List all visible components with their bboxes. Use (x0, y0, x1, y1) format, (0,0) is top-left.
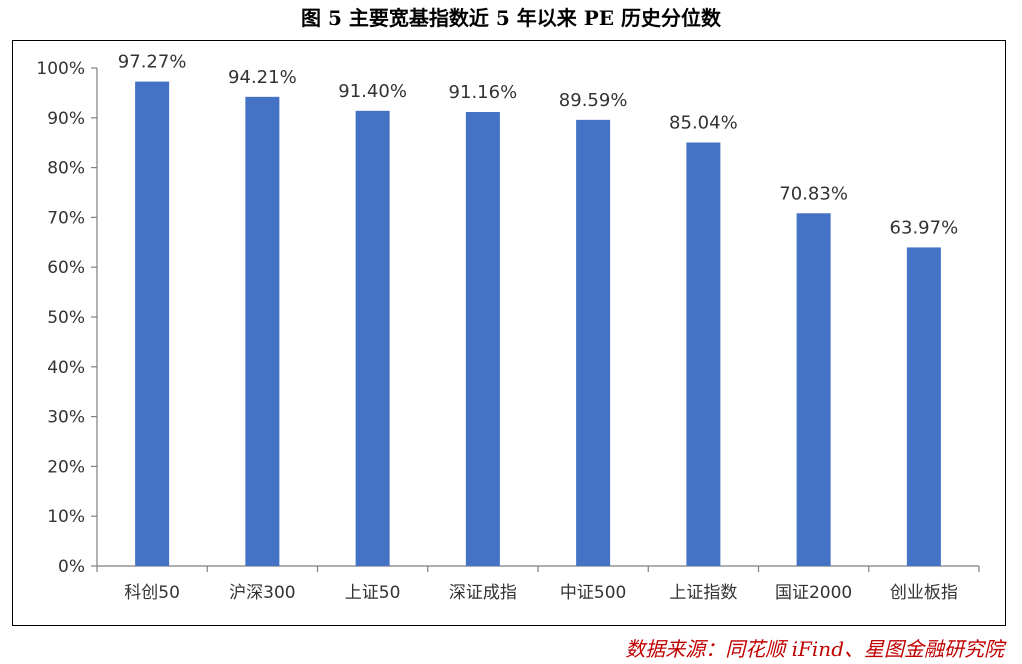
data-label-5: 89.59% (559, 90, 628, 111)
bar-8 (906, 247, 941, 567)
data-label-7: 70.83% (779, 183, 848, 204)
bar-2 (245, 96, 280, 566)
chart-title: 图 5 主要宽基指数近 5 年以来 PE 历史分位数 (301, 6, 721, 30)
chart-frame: 0% 10% 20% 30% 40% 50% 60% 70% 80% 90% 100% 科创50 沪深… (12, 40, 1006, 626)
data-labels: 97.27% 94.21% 91.40% 91.16% 89.59% 85.04% 70.8… (118, 52, 958, 239)
x-tick-label-2: 沪深300 (229, 583, 295, 603)
bar-7 (796, 213, 831, 566)
y-tick-label: 50% (47, 308, 85, 328)
y-tick-label: 10% (47, 507, 85, 527)
data-label-1: 97.27% (118, 52, 187, 73)
data-label-3: 91.40% (338, 81, 407, 102)
data-label-4: 91.16% (449, 82, 518, 103)
x-axis: 科创50 沪深300 上证50 深证成指 中证500 上证指数 国证2000 创业板指 (96, 565, 980, 603)
y-axis: 0% 10% 20% 30% 40% 50% 60% 70% 80% 90% 100% (36, 59, 98, 577)
bar-6 (686, 142, 721, 566)
bar-1 (135, 81, 170, 566)
x-tick-label-4: 深证成指 (449, 583, 517, 603)
data-label-6: 85.04% (669, 113, 738, 134)
x-tick-label-5: 中证500 (560, 583, 626, 603)
x-tick-label-8: 创业板指 (890, 583, 958, 603)
y-tick-label: 0% (58, 557, 85, 577)
y-tick-label: 90% (47, 109, 85, 129)
data-label-2: 94.21% (228, 67, 297, 88)
bar-4 (465, 112, 500, 567)
bar-chart: 0% 10% 20% 30% 40% 50% 60% 70% 80% 90% 100% 科创50 沪深… (36, 52, 980, 603)
bar-5 (576, 119, 611, 566)
x-tick-label-3: 上证50 (345, 583, 401, 603)
y-tick-label: 60% (47, 258, 85, 278)
x-tick-label-7: 国证2000 (775, 583, 852, 603)
y-tick-label: 20% (47, 457, 85, 477)
x-tick-label-1: 科创50 (124, 583, 180, 603)
y-tick-label: 70% (47, 208, 85, 228)
bar-3 (355, 110, 390, 566)
x-tick-label-6: 上证指数 (669, 583, 737, 603)
y-tick-label: 80% (47, 159, 85, 179)
source-note: 数据来源：同花顺 iFind、星图金融研究院 (625, 637, 1004, 661)
y-tick-label: 30% (47, 408, 85, 428)
data-label-8: 63.97% (890, 217, 959, 238)
y-tick-label: 40% (47, 358, 85, 378)
y-tick-label: 100% (36, 59, 85, 79)
bars (135, 81, 941, 567)
